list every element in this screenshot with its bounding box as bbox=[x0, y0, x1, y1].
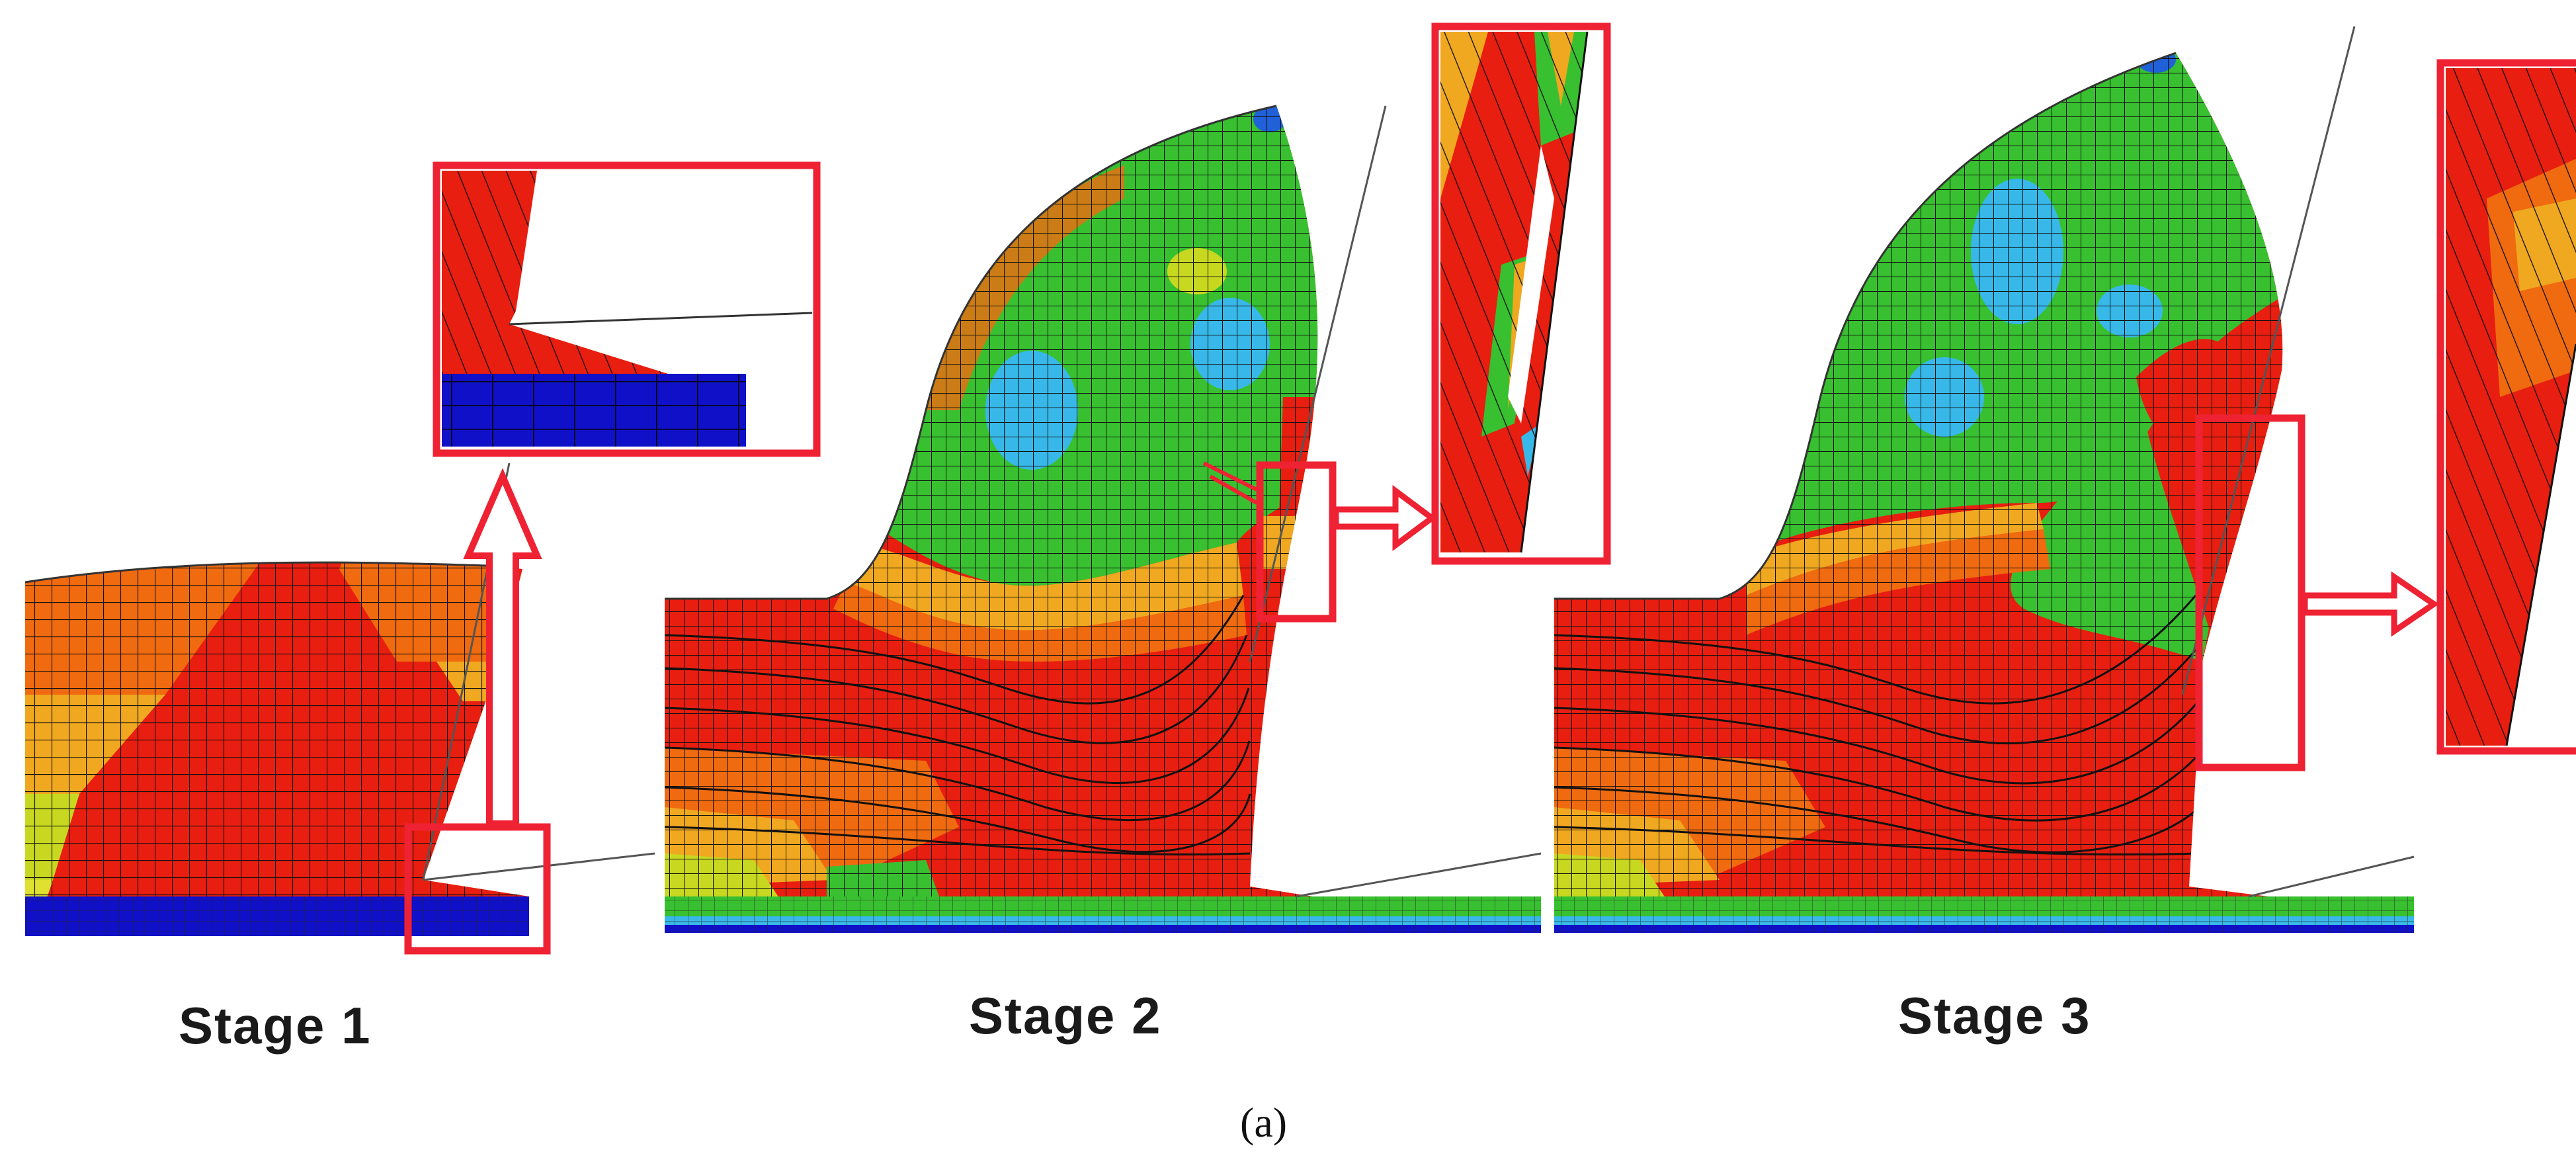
stage-3-mesh bbox=[1554, 26, 2415, 933]
stage-2-label: Stage 2 bbox=[969, 986, 1162, 1045]
stage-2-arrow-icon bbox=[1333, 485, 1437, 551]
stage-1-zoom-inset bbox=[433, 161, 821, 457]
stage-3-highlight-box bbox=[2195, 414, 2306, 771]
stage-1-highlight-box bbox=[404, 823, 551, 955]
stage-3-arrow-icon bbox=[2302, 571, 2439, 637]
stage-3-label: Stage 3 bbox=[1898, 986, 2091, 1045]
stage-3-zoom-inset bbox=[2436, 59, 2576, 755]
stage-1-arrow-icon bbox=[463, 468, 542, 827]
stage-1-label: Stage 1 bbox=[179, 996, 372, 1055]
stage-1-mesh bbox=[24, 462, 655, 936]
stage-2-zoom-inset bbox=[1431, 22, 1611, 565]
stage-2-highlight-box bbox=[1256, 461, 1337, 623]
figure-caption: (a) bbox=[1240, 1099, 1288, 1146]
